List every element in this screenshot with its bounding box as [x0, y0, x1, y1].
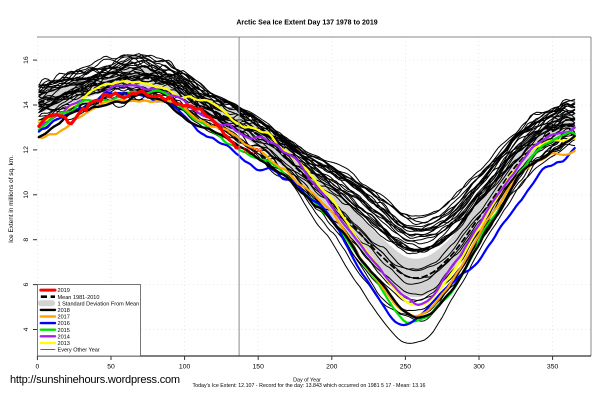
svg-text:1 Standard Deviation From Mean: 1 Standard Deviation From Mean — [58, 301, 140, 307]
svg-text:2016: 2016 — [58, 321, 70, 327]
svg-text:10: 10 — [23, 191, 30, 199]
svg-text:16: 16 — [23, 56, 30, 64]
svg-text:250: 250 — [400, 363, 412, 370]
svg-text:2017: 2017 — [58, 315, 70, 321]
svg-text:200: 200 — [326, 363, 338, 370]
svg-text:2019: 2019 — [58, 288, 70, 294]
svg-text:2013: 2013 — [58, 341, 70, 347]
svg-text:Every Other Year: Every Other Year — [58, 348, 100, 354]
svg-text:150: 150 — [253, 363, 265, 370]
svg-text:0: 0 — [36, 363, 40, 370]
svg-text:Today's Ice Extent: 12.107 -: Today's Ice Extent: 12.107 - Record for … — [192, 383, 425, 389]
svg-text:Ice Extent in millions of sq.: Ice Extent in millions of sq. km. — [8, 155, 15, 243]
svg-text:2014: 2014 — [58, 334, 70, 340]
svg-text:300: 300 — [473, 363, 485, 370]
svg-text:6: 6 — [23, 282, 30, 286]
svg-text:12: 12 — [23, 146, 30, 154]
svg-text:100: 100 — [179, 363, 191, 370]
svg-text:50: 50 — [107, 363, 115, 370]
svg-text:350: 350 — [547, 363, 559, 370]
svg-text:4: 4 — [23, 327, 30, 331]
svg-text:Arctic Sea Ice Extent Day 137: Arctic Sea Ice Extent Day 137 1978 to 20… — [236, 19, 377, 26]
svg-text:2015: 2015 — [58, 328, 70, 334]
svg-text:14: 14 — [23, 101, 30, 109]
svg-text:8: 8 — [23, 238, 30, 242]
svg-text:2018: 2018 — [58, 308, 70, 314]
svg-text:Day of Year: Day of Year — [293, 377, 321, 383]
svg-text:http://sunshinehours.wordpress: http://sunshinehours.wordpress.com — [10, 374, 180, 386]
svg-text:12.107: 12.107 — [243, 148, 263, 155]
svg-text:Mean 1981-2010: Mean 1981-2010 — [58, 295, 100, 301]
